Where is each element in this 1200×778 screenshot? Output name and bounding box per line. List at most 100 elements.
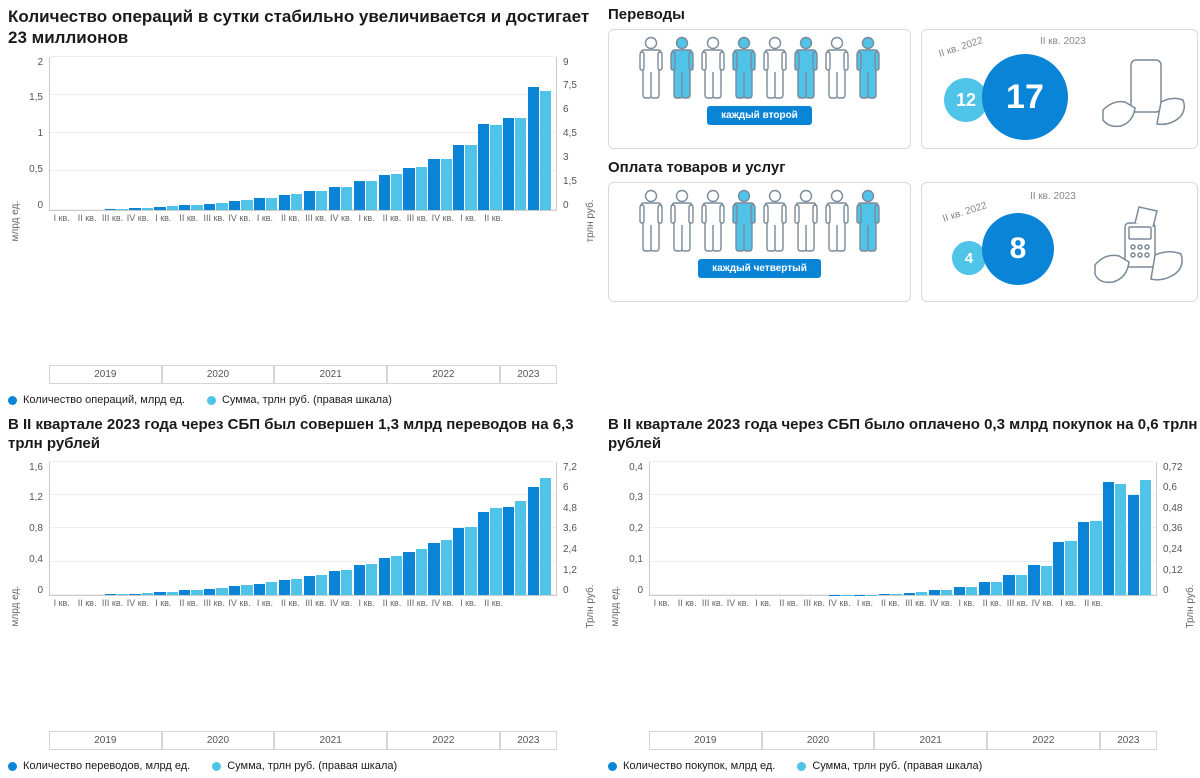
bar-group <box>477 462 502 596</box>
bar-group <box>1102 462 1127 596</box>
bar-group <box>203 462 228 596</box>
bar-series1 <box>478 512 489 596</box>
year-cell: 2023 <box>500 365 557 384</box>
legend-dot <box>207 396 216 405</box>
bar-series2 <box>117 594 128 595</box>
year-cell: 2020 <box>762 731 875 750</box>
bar-group <box>253 57 278 210</box>
bar-series1 <box>428 543 439 595</box>
x-tick <box>506 211 531 365</box>
bar-series1 <box>1028 565 1039 595</box>
bar-series2 <box>891 594 902 595</box>
bar-group <box>303 462 328 596</box>
bar-group <box>1053 462 1078 596</box>
bar-series1 <box>179 205 190 210</box>
bar-series2 <box>1016 575 1027 595</box>
bar-group <box>903 462 928 596</box>
bar-series2 <box>991 582 1002 595</box>
bar-series2 <box>191 205 202 210</box>
bar-group <box>502 462 527 596</box>
person-icon <box>761 189 789 253</box>
legend-label: Количество покупок, млрд ед. <box>623 760 775 772</box>
bar-series1 <box>453 145 464 210</box>
bar-series1 <box>254 584 265 596</box>
bar-group <box>803 462 828 596</box>
payments-title: Оплата товаров и услуг <box>608 159 1198 176</box>
pos-hand-icon <box>1091 203 1187 289</box>
x-tick: III кв. <box>100 211 125 365</box>
bar-series1 <box>453 528 464 595</box>
bar-series2 <box>1065 541 1076 595</box>
person-icon <box>637 36 665 100</box>
x-tick: III кв. <box>405 211 430 365</box>
bar-group <box>828 462 853 596</box>
person-icon <box>854 36 882 100</box>
transfers-big-label: II кв. 2023 <box>1040 36 1086 47</box>
bar-series1 <box>229 586 240 595</box>
chart3-title: В II квартале 2023 года через СБП было о… <box>608 416 1198 454</box>
person-icon <box>699 36 727 100</box>
payments-section: Оплата товаров и услуг <box>608 159 1198 312</box>
person-icon <box>792 189 820 253</box>
chart3-plot <box>649 462 1157 597</box>
year-cell: 2021 <box>274 365 387 384</box>
x-tick: IV кв. <box>725 596 750 731</box>
bar-series1 <box>105 209 116 210</box>
chart3-x-ticks: I кв.II кв.III кв.IV кв.I кв.II кв.III к… <box>649 596 1157 731</box>
x-tick: III кв. <box>100 596 125 731</box>
operations-chart-panel: Количество операций в сутки стабильно ув… <box>8 6 598 406</box>
chart1-plot <box>49 57 557 211</box>
phone-hand-icon <box>1097 54 1187 134</box>
x-tick: II кв. <box>176 596 201 731</box>
bar-series1 <box>1103 482 1114 596</box>
transfers-big-circle: 17 <box>982 54 1068 140</box>
bar-group <box>1028 462 1053 596</box>
x-tick: IV кв. <box>328 211 353 365</box>
bar-group <box>527 57 552 210</box>
chart1-x-ticks: I кв.II кв.III кв.IV кв.I кв.II кв.III к… <box>49 211 557 365</box>
person-icon <box>637 189 665 253</box>
year-cell: 2019 <box>49 731 162 750</box>
chart1-y-right-label: трлн руб. <box>583 57 598 385</box>
bar-series1 <box>854 595 865 596</box>
bar-group <box>79 462 104 596</box>
bar-series2 <box>316 575 327 595</box>
bar-series2 <box>142 593 153 595</box>
legend-item: Количество операций, млрд ед. <box>8 394 185 406</box>
bar-group <box>303 57 328 210</box>
bar-series2 <box>941 590 952 595</box>
legend-label: Количество переводов, млрд ед. <box>23 760 190 772</box>
bar-series1 <box>354 565 365 595</box>
x-tick: I кв. <box>852 596 877 731</box>
x-tick <box>506 596 531 731</box>
bar-series2 <box>465 527 476 596</box>
bar-series2 <box>366 181 377 210</box>
bar-group <box>779 462 804 596</box>
bar-series2 <box>142 208 153 210</box>
bar-series1 <box>929 590 940 595</box>
chart1-title: Количество операций в сутки стабильно ув… <box>8 6 598 49</box>
bar-series1 <box>503 118 514 210</box>
bar-group <box>1003 462 1028 596</box>
year-cell: 2022 <box>987 731 1100 750</box>
bar-group <box>179 462 204 596</box>
legend-item: Количество переводов, млрд ед. <box>8 760 190 772</box>
chart1-y-left-ticks: 21,510,50 <box>23 57 49 211</box>
bar-group <box>453 462 478 596</box>
bar-group <box>754 462 779 596</box>
bar-series1 <box>179 590 190 595</box>
bar-group <box>679 462 704 596</box>
bar-series1 <box>129 208 140 210</box>
bar-group <box>228 462 253 596</box>
bar-group <box>878 462 903 596</box>
chart2-title: В II квартале 2023 года через СБП был со… <box>8 416 598 454</box>
payments-small-label: II кв. 2022 <box>941 200 988 225</box>
bar-series2 <box>191 590 202 596</box>
bar-series2 <box>441 540 452 595</box>
bar-group <box>154 462 179 596</box>
x-tick: I кв. <box>252 211 277 365</box>
transfers-circles-card: II кв. 2022 II кв. 2023 12 17 <box>921 29 1198 149</box>
legend-item: Сумма, трлн руб. (правая шкала) <box>797 760 982 772</box>
year-cell: 2019 <box>49 365 162 384</box>
x-tick <box>532 596 557 731</box>
